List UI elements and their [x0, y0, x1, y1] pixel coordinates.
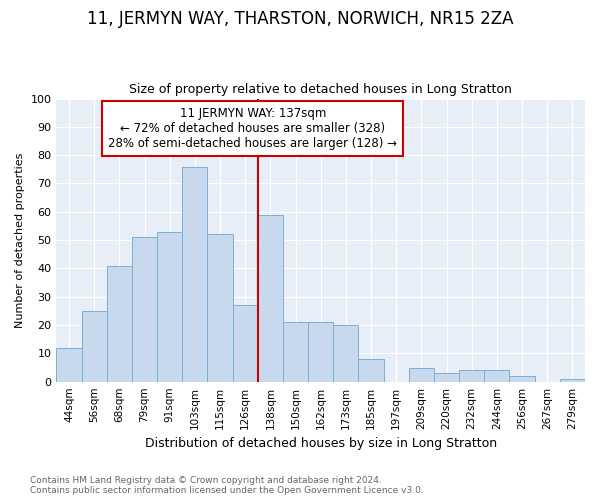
Bar	[157, 232, 182, 382]
Bar	[208, 234, 233, 382]
Y-axis label: Number of detached properties: Number of detached properties	[15, 152, 25, 328]
Bar	[82, 311, 107, 382]
Bar	[56, 348, 82, 382]
Bar	[258, 214, 283, 382]
Bar	[132, 238, 157, 382]
Bar	[333, 325, 358, 382]
Bar	[509, 376, 535, 382]
Bar	[182, 166, 208, 382]
Bar	[233, 305, 258, 382]
Bar	[409, 368, 434, 382]
Text: Contains HM Land Registry data © Crown copyright and database right 2024.
Contai: Contains HM Land Registry data © Crown c…	[30, 476, 424, 495]
Bar	[358, 359, 383, 382]
Bar	[308, 322, 333, 382]
Title: Size of property relative to detached houses in Long Stratton: Size of property relative to detached ho…	[129, 83, 512, 96]
Bar	[459, 370, 484, 382]
Bar	[560, 379, 585, 382]
Bar	[434, 373, 459, 382]
Bar	[484, 370, 509, 382]
X-axis label: Distribution of detached houses by size in Long Stratton: Distribution of detached houses by size …	[145, 437, 497, 450]
Text: 11 JERMYN WAY: 137sqm
← 72% of detached houses are smaller (328)
28% of semi-det: 11 JERMYN WAY: 137sqm ← 72% of detached …	[108, 107, 397, 150]
Bar	[107, 266, 132, 382]
Text: 11, JERMYN WAY, THARSTON, NORWICH, NR15 2ZA: 11, JERMYN WAY, THARSTON, NORWICH, NR15 …	[87, 10, 513, 28]
Bar	[283, 322, 308, 382]
